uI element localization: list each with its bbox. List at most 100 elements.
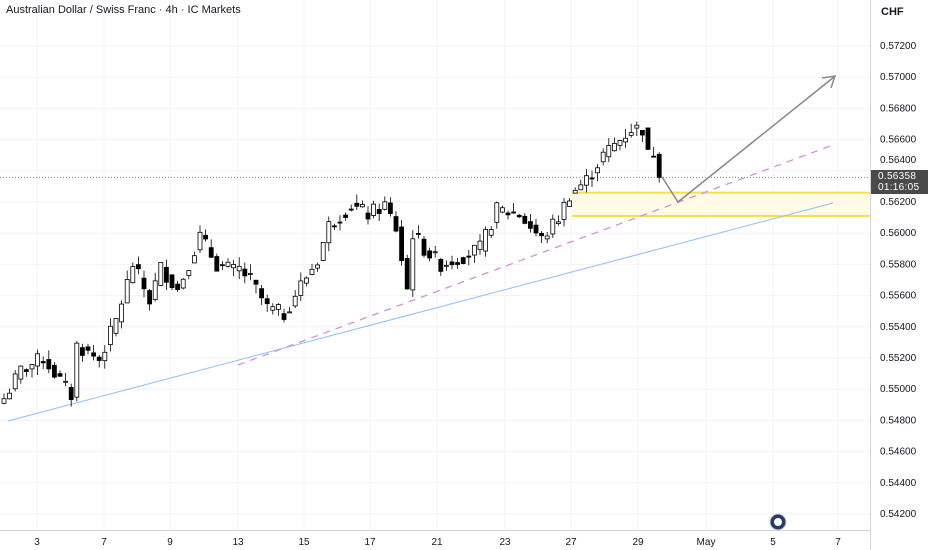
time-axis-label: 15 (298, 537, 310, 548)
candle-body (320, 242, 326, 261)
time-axis-label: 7 (835, 537, 841, 548)
candle-body (455, 262, 461, 265)
candle-body (180, 278, 186, 289)
time-axis-label: 7 (101, 537, 107, 548)
candle-body (63, 380, 68, 383)
candle-body (578, 184, 584, 191)
trendline-dashed (237, 144, 834, 366)
candle-body (516, 214, 522, 218)
candle-body (656, 153, 662, 178)
time-axis-label: 5 (770, 537, 776, 548)
candle-body (477, 240, 483, 250)
arrow-head-icon (821, 75, 837, 89)
candle-body (365, 212, 371, 220)
candle-body (410, 238, 416, 291)
candle-body (197, 231, 203, 251)
candle-body (175, 283, 181, 290)
price-axis-label: 0.56200 (880, 197, 917, 208)
last-price-tag: 0.56358 01:16:05 (871, 170, 928, 194)
candle-body (640, 129, 645, 136)
last-price: 0.56358 (878, 171, 917, 182)
price-axis-label: 0.56000 (880, 228, 917, 239)
candle-body (7, 392, 12, 400)
candle-body (561, 201, 567, 220)
candle-body (449, 261, 455, 266)
candle-body (522, 215, 528, 224)
candle-body (471, 244, 477, 256)
demand-zone (572, 192, 870, 217)
candle-body (387, 202, 393, 214)
candle-body (337, 221, 343, 224)
price-axis-label: 0.57000 (880, 72, 917, 83)
candle-body (600, 151, 606, 163)
candle-body (371, 203, 377, 216)
price-axis-label: 0.56400 (880, 155, 917, 166)
candle-body (242, 268, 248, 277)
candle-body (12, 373, 18, 390)
candle-body (281, 313, 287, 320)
candle-body (550, 218, 556, 235)
symbol-title[interactable]: Australian Dollar / Swiss Franc · 4h · I… (6, 4, 241, 16)
candle-body (505, 212, 511, 216)
time-axis-label: 9 (167, 537, 173, 548)
candle-body (141, 277, 147, 290)
candle-body (135, 264, 141, 270)
candle-body (427, 250, 433, 259)
candle-body (612, 142, 617, 152)
candle-body (35, 353, 40, 367)
candle-body (186, 270, 192, 276)
price-axis-label: 0.55600 (880, 291, 917, 302)
candle-body (595, 167, 600, 174)
price-axis-label: 0.55000 (880, 384, 917, 395)
price-axis-label: 0.56600 (880, 135, 917, 146)
candle-body (80, 347, 85, 356)
candle-body (404, 258, 410, 290)
candle-body (275, 304, 281, 310)
time-axis-label: 29 (632, 537, 644, 548)
candle-body (443, 264, 449, 267)
candle-body (68, 387, 74, 400)
candle-body (539, 232, 544, 237)
candle-body (628, 132, 634, 136)
candle-body (584, 175, 589, 186)
candle-body (253, 279, 259, 285)
candle-body (124, 279, 130, 304)
candle-body (219, 264, 225, 267)
candle-body (494, 202, 500, 223)
price-axis-label: 0.56800 (880, 103, 917, 114)
candle-body (483, 228, 489, 252)
candle-body (23, 369, 29, 372)
candle-body (589, 177, 595, 180)
candle-body (52, 364, 57, 378)
candle-body (225, 261, 231, 267)
candle-body (634, 124, 640, 129)
candle-body (40, 361, 46, 364)
candle-body (29, 364, 35, 370)
candle-body (236, 265, 242, 272)
candle-body (96, 356, 102, 361)
candle-body (651, 155, 656, 158)
candle-body (130, 266, 136, 284)
candle-body (399, 226, 405, 262)
candle-body (147, 290, 153, 305)
candle-body (158, 261, 164, 286)
candle-body (466, 255, 472, 258)
candle-body (203, 234, 209, 240)
candle-body (231, 264, 237, 269)
candle-body (544, 235, 550, 240)
time-axis-label: 3 (34, 537, 40, 548)
candle-body (191, 255, 197, 264)
candle-body (270, 306, 276, 311)
candle-body (376, 208, 382, 214)
candle-body (393, 216, 399, 232)
candle-body (331, 225, 337, 228)
projection-arrow (661, 76, 835, 204)
price-axis-label: 0.55400 (880, 322, 917, 333)
candle-body (343, 214, 349, 218)
candle-body (113, 317, 119, 334)
currency-label: CHF (881, 6, 904, 18)
candle-body (119, 303, 124, 323)
candle-body (617, 140, 623, 146)
candle-body (460, 257, 466, 264)
